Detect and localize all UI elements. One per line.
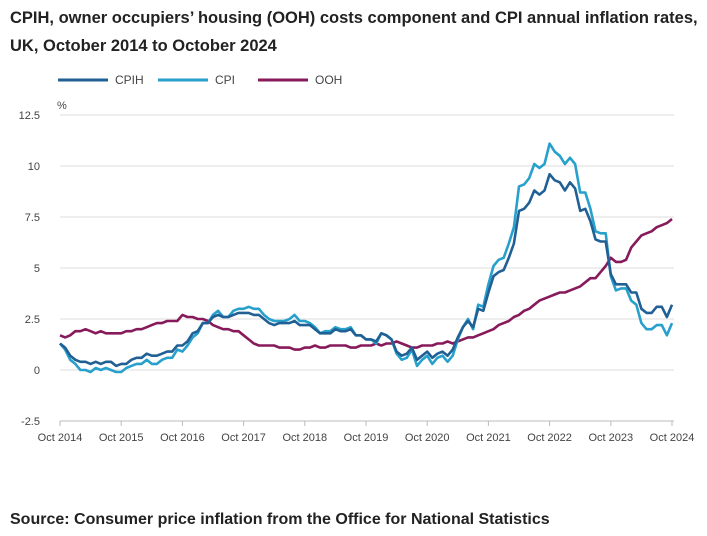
y-tick-label: -2.5: [21, 416, 40, 428]
x-tick-label: Oct 2015: [99, 432, 144, 444]
x-tick-label: Oct 2017: [221, 432, 266, 444]
x-tick-label: Oct 2014: [38, 432, 83, 444]
y-tick-label: 5: [34, 263, 40, 275]
x-tick-label: Oct 2019: [344, 432, 389, 444]
y-tick-label: 7.5: [25, 212, 40, 224]
x-tick-label: Oct 2020: [405, 432, 450, 444]
legend-label-cpih: CPIH: [115, 73, 144, 87]
x-tick-label: Oct 2022: [527, 432, 572, 444]
y-axis-label: %: [57, 100, 67, 112]
x-tick-label: Oct 2021: [466, 432, 511, 444]
x-tick-label: Oct 2024: [650, 432, 695, 444]
chart-title: CPIH, owner occupiers’ housing (OOH) cos…: [10, 9, 698, 55]
legend-label-cpi: CPI: [215, 73, 235, 87]
x-tick-label: Oct 2016: [160, 432, 205, 444]
series-line-cpih: [59, 172, 674, 368]
y-tick-label: 0: [34, 365, 40, 377]
x-tick-label: Oct 2018: [282, 432, 327, 444]
series-line-ooh: [59, 217, 673, 351]
y-tick-label: 2.5: [25, 314, 40, 326]
y-tick-label: 10: [28, 161, 40, 173]
y-tick-label: 12.5: [19, 110, 40, 122]
x-tick-label: Oct 2023: [588, 432, 633, 444]
legend-label-ooh: OOH: [315, 73, 342, 87]
source-note: Source: Consumer price inflation from th…: [10, 511, 550, 528]
